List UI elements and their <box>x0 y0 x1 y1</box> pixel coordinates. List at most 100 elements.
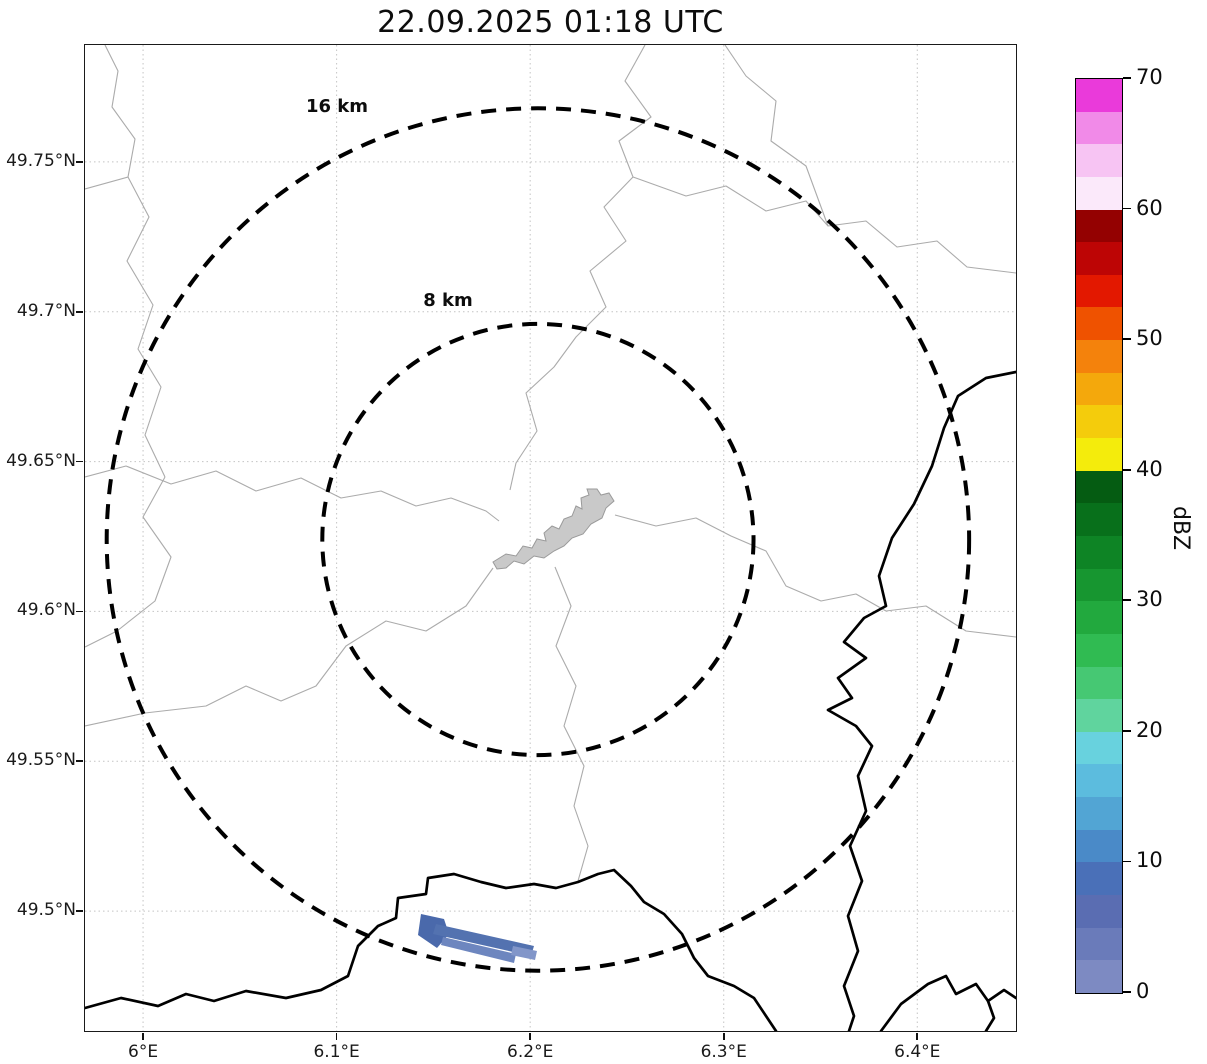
x-tick-label: 6.4°E <box>894 1042 941 1062</box>
colorbar-segment <box>1076 731 1122 765</box>
colorbar-segment <box>1076 372 1122 406</box>
colorbar-segment <box>1076 274 1122 308</box>
admin-boundary-path <box>85 567 494 727</box>
y-tick-mark <box>76 460 83 463</box>
colorbar-tick-mark <box>1123 338 1131 341</box>
colorbar-segment <box>1076 307 1122 341</box>
y-tick-label: 49.6°N <box>16 600 76 621</box>
colorbar-tick-label: 10 <box>1136 848 1163 873</box>
colorbar-segment <box>1076 79 1122 112</box>
x-tick-label: 6.3°E <box>700 1042 747 1062</box>
admin-boundary-path <box>614 514 1016 638</box>
y-tick-label: 49.5°N <box>16 900 76 921</box>
colorbar-tick-mark <box>1123 599 1131 602</box>
range-ring-label-16km: 16 km <box>306 96 368 117</box>
colorbar-segment <box>1076 405 1122 439</box>
colorbar-segment <box>1076 176 1122 210</box>
admin-boundary-path <box>554 566 589 882</box>
colorbar-segment <box>1076 470 1122 504</box>
admin-boundaries-layer <box>85 45 1016 882</box>
colorbar-tick-label: 30 <box>1136 587 1163 612</box>
y-tick-mark <box>76 760 83 763</box>
admin-boundary-path <box>85 465 500 522</box>
x-tick-label: 6.2°E <box>507 1042 554 1062</box>
plot-title: 22.09.2025 01:18 UTC <box>377 5 724 40</box>
x-tick-mark <box>529 1033 531 1040</box>
x-tick-mark <box>722 1033 725 1040</box>
country-border-path <box>984 999 996 1031</box>
colorbar-segment <box>1076 829 1122 863</box>
x-tick-mark <box>335 1033 338 1040</box>
colorbar-segment <box>1076 209 1122 243</box>
colorbar-segment <box>1076 862 1122 896</box>
colorbar-tick-label: 70 <box>1136 65 1163 89</box>
colorbar-segment <box>1076 960 1122 993</box>
colorbar-segment <box>1076 797 1122 830</box>
colorbar-segment <box>1076 340 1122 373</box>
y-tick-mark <box>76 910 83 912</box>
radar-echo-layer <box>418 914 537 963</box>
x-tick-label: 6°E <box>128 1042 159 1062</box>
colorbar-segment <box>1076 438 1122 471</box>
colorbar-tick-mark <box>1123 207 1131 210</box>
radar-echo-cell <box>418 914 449 948</box>
y-tick-label: 49.75°N <box>6 150 76 171</box>
admin-boundary-path <box>724 45 829 227</box>
colorbar-segment <box>1076 568 1122 602</box>
y-tick-label: 49.55°N <box>6 750 76 771</box>
colorbar-segment <box>1076 111 1122 145</box>
colorbar-segment <box>1076 764 1122 798</box>
y-tick-mark <box>76 161 83 163</box>
range-ring-label-8km: 8 km <box>423 290 473 311</box>
admin-boundary-path <box>126 176 166 478</box>
colorbar-segment <box>1076 535 1122 569</box>
admin-boundary-path <box>632 176 1016 274</box>
colorbar-segment <box>1076 895 1122 928</box>
colorbar-segment <box>1076 503 1122 536</box>
colorbar-segment <box>1076 633 1122 667</box>
map-canvas: 16 km 8 km <box>85 45 1016 1031</box>
colorbar-segment <box>1076 242 1122 275</box>
colorbar-segment <box>1076 144 1122 177</box>
admin-boundary-path <box>85 45 136 190</box>
x-tick-label: 6.1°E <box>313 1042 360 1062</box>
y-tick-label: 49.7°N <box>16 300 76 321</box>
colorbar-tick-label: 60 <box>1136 195 1163 220</box>
colorbar-segment <box>1076 666 1122 700</box>
colorbar-tick-mark <box>1123 991 1131 993</box>
colorbar-unit-label: dBZ <box>1168 506 1193 551</box>
river-border-path <box>826 370 1016 1031</box>
colorbar <box>1075 78 1123 994</box>
colorbar-segment <box>1076 601 1122 634</box>
country-border-path <box>85 868 778 1031</box>
country-borders-layer <box>85 370 1016 1031</box>
range-ring-8km <box>320 321 756 758</box>
radar-echo-cell <box>511 946 537 960</box>
range-rings-layer <box>104 106 972 973</box>
admin-boundary-path <box>85 476 172 648</box>
y-tick-mark <box>76 310 83 313</box>
colorbar-tick-mark <box>1123 468 1131 471</box>
admin-boundary-path <box>509 45 652 491</box>
colorbar-tick-mark <box>1123 77 1131 79</box>
y-tick-label: 49.65°N <box>6 450 76 471</box>
colorbar-segments <box>1076 79 1122 993</box>
city-area-polygon <box>492 488 615 570</box>
map-plot-area: 16 km 8 km <box>84 44 1017 1032</box>
colorbar-tick-label: 50 <box>1136 326 1163 351</box>
colorbar-tick-mark <box>1123 860 1131 863</box>
x-tick-mark <box>142 1033 144 1040</box>
colorbar-segment <box>1076 927 1122 961</box>
colorbar-tick-label: 20 <box>1136 717 1163 742</box>
colorbar-tick-mark <box>1123 730 1131 732</box>
colorbar-segment <box>1076 699 1122 732</box>
range-ring-16km <box>104 106 972 973</box>
y-tick-mark <box>76 610 83 613</box>
x-tick-mark <box>916 1033 919 1040</box>
radar-echo-cell <box>441 937 516 963</box>
country-border-path <box>879 974 1016 1031</box>
colorbar-tick-label: 0 <box>1136 979 1150 1003</box>
colorbar-tick-label: 40 <box>1136 456 1163 481</box>
radar-echo-cell <box>433 924 534 956</box>
